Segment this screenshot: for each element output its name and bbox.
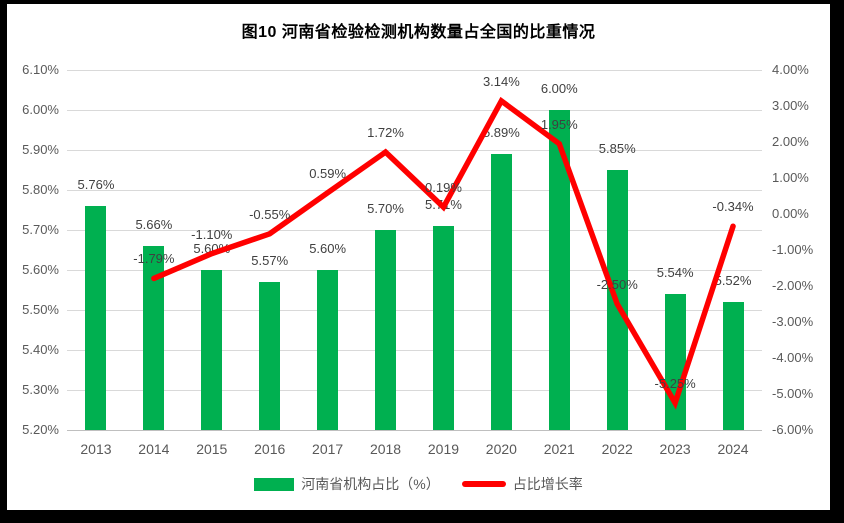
chart-panel: 图10 河南省检验检测机构数量占全国的比重情况 6.10% 6.00% 5.90% 5…: [7, 4, 830, 510]
bar: [143, 246, 165, 430]
bar-value-label: 5.89%: [482, 125, 520, 140]
bar-value-label: 5.52%: [714, 273, 752, 288]
bar: [259, 282, 281, 430]
x-axis-label: 2018: [369, 441, 402, 457]
bar: [722, 302, 744, 430]
line-point-label: -1.79%: [133, 251, 175, 267]
legend-item-bar-series: 河南省机构占比（%）: [254, 474, 440, 494]
bar-value-label: 6.00%: [540, 81, 578, 96]
bar: [375, 230, 397, 430]
bar-value-label: 5.60%: [309, 241, 347, 256]
gridline: [67, 349, 762, 351]
y-axis-tick-left: 5.60%: [22, 262, 59, 277]
bar: [317, 270, 339, 430]
gridline: [67, 189, 762, 191]
plot-area: 6.10% 6.00% 5.90% 5.80% 5.70% 5.60% 5.50% 5.40%…: [7, 4, 830, 510]
bar-value-label: 5.70%: [367, 201, 404, 216]
line-point-label: 0.19%: [425, 180, 462, 196]
legend: 河南省机构占比（%） 占比增长率: [7, 474, 830, 494]
bar: [432, 226, 454, 430]
bar-series-swatch: [254, 477, 295, 491]
line-point-label: 0.59%: [309, 165, 347, 181]
legend-label-bar-series: 河南省机构占比（%）: [301, 476, 440, 492]
gridline: [67, 149, 762, 151]
line-point-label: 3.14%: [482, 73, 520, 89]
bar-value-label: 5.57%: [251, 253, 289, 268]
bar-value-label: 5.54%: [656, 265, 694, 280]
x-axis-label: 2019: [427, 441, 460, 457]
y-axis-tick-right: 0.00%: [772, 206, 809, 221]
y-axis-tick-right: 3.00%: [772, 98, 809, 113]
y-axis-tick-left: 5.80%: [22, 182, 59, 197]
legend-item-line-series: 占比增长率: [461, 474, 583, 494]
x-axis-label: 2022: [601, 441, 633, 457]
line-point-label: 1.95%: [540, 116, 578, 132]
y-axis-tick-right: 2.00%: [772, 134, 809, 149]
line-point-label: -1.10%: [191, 226, 233, 242]
y-axis-tick-right: 1.00%: [772, 170, 809, 185]
gridline: [67, 429, 762, 431]
gridline: [67, 69, 762, 71]
line-point-label: -2.50%: [596, 277, 638, 292]
bar: [548, 110, 570, 430]
legend-label-line-series: 占比增长率: [512, 476, 583, 492]
y-axis-tick-right: -4.00%: [772, 350, 814, 365]
line-point-label: 1.72%: [367, 125, 404, 141]
y-axis-tick-right: -2.00%: [772, 278, 814, 293]
y-axis-tick-left: 5.30%: [22, 382, 59, 397]
gridline: [67, 269, 762, 271]
bar: [201, 270, 223, 430]
x-axis-label: 2013: [80, 441, 112, 457]
x-axis-label: 2021: [543, 441, 575, 457]
x-axis-label: 2024: [717, 441, 749, 457]
y-axis-tick-left: 5.20%: [22, 422, 59, 437]
bar: [490, 154, 512, 430]
gridline: [67, 389, 762, 391]
growth-line: [151, 96, 736, 410]
line-point-label: -0.34%: [712, 199, 754, 215]
y-axis-tick-left: 5.50%: [22, 302, 59, 317]
x-axis-label: 2023: [659, 441, 691, 457]
y-axis-tick-right: -1.00%: [772, 242, 814, 257]
y-axis-tick-left: 5.90%: [22, 142, 59, 157]
line-point-label: -5.25%: [654, 376, 696, 391]
y-axis-tick-left: 6.10%: [22, 62, 59, 77]
y-axis-tick-left: 5.40%: [22, 342, 59, 357]
x-axis-label: 2015: [196, 441, 228, 457]
y-axis-tick-right: 4.00%: [772, 62, 809, 77]
bar-value-label: 5.66%: [135, 217, 173, 232]
x-axis-label: 2017: [312, 441, 344, 457]
y-axis-tick-right: -3.00%: [772, 314, 814, 329]
x-axis-label: 2020: [485, 441, 517, 457]
y-axis-tick-left: 6.00%: [22, 102, 59, 117]
bar-value-label: 5.85%: [598, 141, 636, 156]
x-axis-label: 2014: [138, 441, 170, 457]
gridline: [67, 109, 762, 111]
y-axis-tick-left: 5.70%: [22, 222, 59, 237]
bar: [85, 206, 107, 430]
gridline: [67, 229, 762, 231]
gridline: [67, 309, 762, 311]
line-series-swatch: [461, 481, 506, 487]
chart-title: 图10 河南省检验检测机构数量占全国的比重情况: [241, 24, 596, 41]
x-axis-label: 2016: [254, 441, 286, 457]
bar-value-label: 5.76%: [77, 177, 115, 192]
y-axis-tick-right: -5.00%: [772, 386, 814, 401]
line-point-label: -0.55%: [249, 206, 291, 222]
y-axis-tick-right: -6.00%: [772, 422, 814, 437]
